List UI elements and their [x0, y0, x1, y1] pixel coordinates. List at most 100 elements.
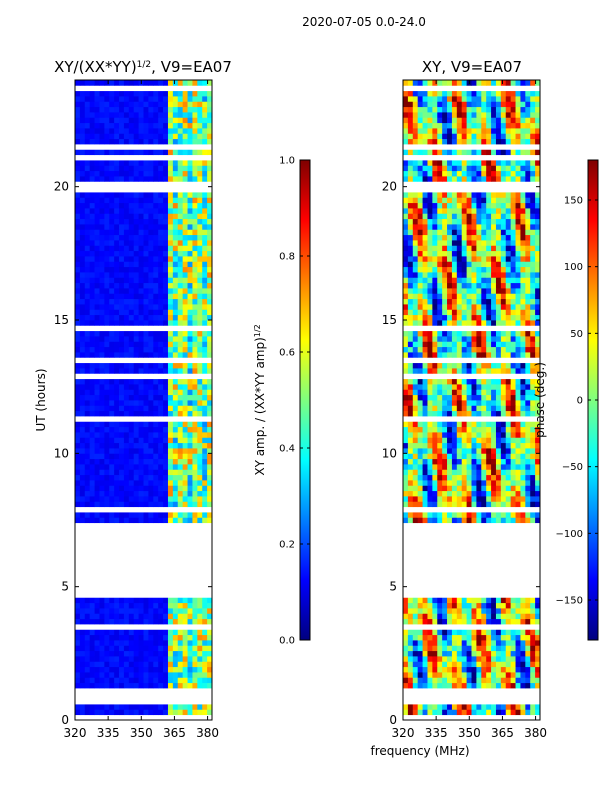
phase-cell — [495, 240, 502, 246]
amplitude-cell — [177, 133, 184, 140]
amplitude-cell — [119, 650, 125, 657]
phase-cell — [407, 602, 414, 609]
phase-cell — [447, 165, 453, 172]
phase-cell — [461, 496, 468, 502]
amplitude-cell — [197, 640, 203, 646]
phase-cell — [432, 501, 438, 508]
phase-cell — [500, 256, 507, 262]
phase-cell — [442, 330, 448, 337]
amplitude-cell — [75, 282, 81, 289]
phase-cell — [442, 256, 448, 262]
amplitude-cell — [177, 501, 184, 508]
amplitude-cell — [148, 426, 154, 433]
phase-cell — [437, 650, 443, 657]
amplitude-cell — [84, 384, 91, 390]
phase-cell — [427, 453, 433, 460]
phase-cell — [535, 288, 540, 294]
amplitude-cell — [187, 677, 193, 684]
amplitude-cell — [202, 442, 208, 449]
amplitude-cell — [207, 442, 212, 449]
amplitude-cell — [192, 389, 198, 396]
phase-cell — [510, 170, 516, 177]
phase-cell — [530, 288, 536, 294]
phase-cell — [500, 240, 507, 246]
amplitude-cell — [197, 634, 203, 641]
phase-cell — [495, 160, 502, 166]
amplitude-flagged-row — [75, 506, 212, 513]
amplitude-cell — [187, 400, 193, 406]
amplitude-cell — [197, 512, 203, 518]
amplitude-cell — [177, 474, 184, 481]
amplitude-cell — [138, 170, 144, 177]
amplitude-cell — [133, 485, 140, 492]
amplitude-cell — [109, 192, 115, 198]
phase-cell — [476, 256, 482, 262]
phase-cell — [525, 298, 531, 305]
phase-cell — [486, 346, 492, 353]
amplitude-cell — [207, 160, 212, 166]
amplitude-cell — [143, 378, 149, 385]
phase-flagged-row — [403, 416, 540, 422]
phase-cell — [442, 384, 448, 390]
phase-cell — [422, 165, 428, 172]
phase-cell — [442, 618, 448, 625]
phase-cell — [422, 656, 428, 662]
phase-cell — [500, 261, 507, 268]
phase-cell — [432, 426, 438, 433]
phase-cell — [403, 208, 409, 214]
amplitude-cell — [123, 432, 130, 438]
amplitude-cell — [153, 117, 159, 124]
amplitude-cell — [138, 96, 144, 102]
amplitude-cell — [182, 128, 188, 134]
phase-cell — [510, 192, 516, 198]
amplitude-cell — [75, 122, 81, 129]
amplitude-cell — [148, 80, 154, 86]
phase-cell — [491, 464, 497, 470]
amplitude-cell — [89, 618, 95, 625]
amplitude-cell — [172, 512, 179, 518]
amplitude-cell — [192, 629, 198, 636]
phase-cell — [515, 389, 521, 396]
phase-cell — [466, 149, 472, 156]
phase-cell — [525, 176, 531, 182]
phase-cell — [437, 512, 443, 518]
amplitude-cell — [79, 277, 86, 284]
phase-cell — [432, 293, 438, 300]
amplitude-cell — [79, 117, 86, 124]
phase-cell — [422, 192, 428, 198]
amplitude-cell — [158, 229, 164, 236]
phase-cell — [491, 192, 497, 198]
amplitude-cell — [182, 320, 188, 326]
amplitude-cell — [163, 378, 169, 385]
phase-cell — [456, 464, 463, 470]
amplitude-cell — [182, 266, 188, 273]
amplitude-cell — [89, 378, 95, 385]
phase-cell — [407, 346, 414, 353]
phase-cell — [432, 352, 438, 358]
phase-cell — [403, 277, 409, 284]
amplitude-cell — [167, 490, 174, 497]
phase-cell — [437, 128, 443, 134]
phase-cell — [422, 704, 428, 710]
phase-cell — [495, 682, 502, 689]
phase-cell — [417, 666, 423, 673]
phase-cell — [481, 250, 487, 257]
amplitude-cell — [187, 298, 193, 305]
amplitude-cell — [75, 314, 81, 321]
phase-cell — [456, 496, 463, 502]
phase-cell — [535, 453, 540, 460]
phase-cell — [495, 261, 502, 268]
phase-cell — [491, 661, 497, 668]
amplitude-cell — [109, 709, 115, 716]
amplitude-cell — [143, 346, 149, 353]
phase-cell — [530, 410, 536, 417]
phase-cell — [456, 165, 463, 172]
amplitude-cell — [75, 149, 81, 156]
phase-cell — [471, 650, 477, 657]
phase-cell — [412, 128, 419, 134]
amplitude-cell — [133, 128, 140, 134]
amplitude-cell — [79, 400, 86, 406]
phase-cell — [412, 288, 419, 294]
phase-cell — [486, 426, 492, 433]
amplitude-cell — [172, 405, 179, 412]
